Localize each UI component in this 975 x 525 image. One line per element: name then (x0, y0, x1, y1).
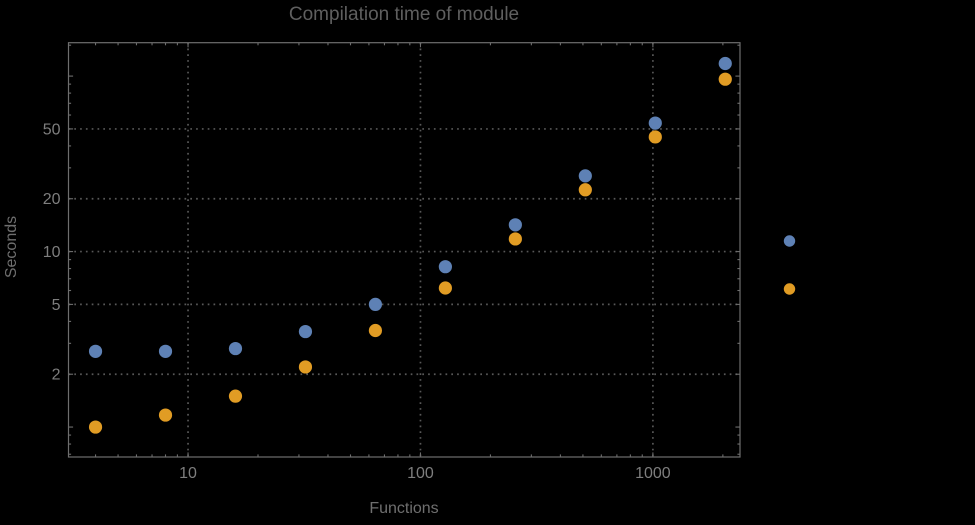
data-point-blue (88, 344, 103, 358)
data-point-blue (158, 344, 173, 358)
data-point-blue (368, 297, 383, 311)
legend-marker (783, 283, 796, 295)
data-point-blue (298, 324, 313, 339)
legend-marker (783, 235, 796, 247)
data-point-orange (368, 323, 383, 338)
x-tick-label: 100 (407, 465, 434, 482)
data-point-blue (508, 218, 522, 232)
chart-title: Compilation time of module (288, 4, 520, 25)
data-point-blue (648, 116, 662, 130)
data-point-orange (438, 281, 452, 295)
y-tick-label: 20 (43, 191, 61, 208)
x-tick-label: 10 (179, 465, 197, 482)
data-point-blue (228, 341, 243, 356)
data-point-orange (88, 420, 103, 434)
y-tick-label: 2 (52, 367, 61, 384)
data-point-blue (718, 56, 732, 71)
y-tick-label: 50 (43, 121, 61, 138)
data-point-orange (298, 360, 313, 374)
x-axis-label: Functions (369, 500, 439, 517)
x-tick-label: 1000 (635, 465, 671, 482)
y-axis-label: Seconds (3, 215, 20, 279)
data-point-blue (578, 169, 592, 183)
y-tick-label: 5 (52, 297, 61, 314)
data-point-blue (438, 260, 452, 274)
data-point-orange (718, 72, 732, 86)
data-point-orange (508, 232, 522, 246)
data-point-orange (158, 408, 173, 422)
data-point-orange (228, 389, 243, 403)
plot-frame (67, 42, 741, 458)
data-point-orange (648, 130, 662, 144)
y-tick-label: 10 (43, 244, 61, 261)
data-point-orange (578, 183, 592, 197)
